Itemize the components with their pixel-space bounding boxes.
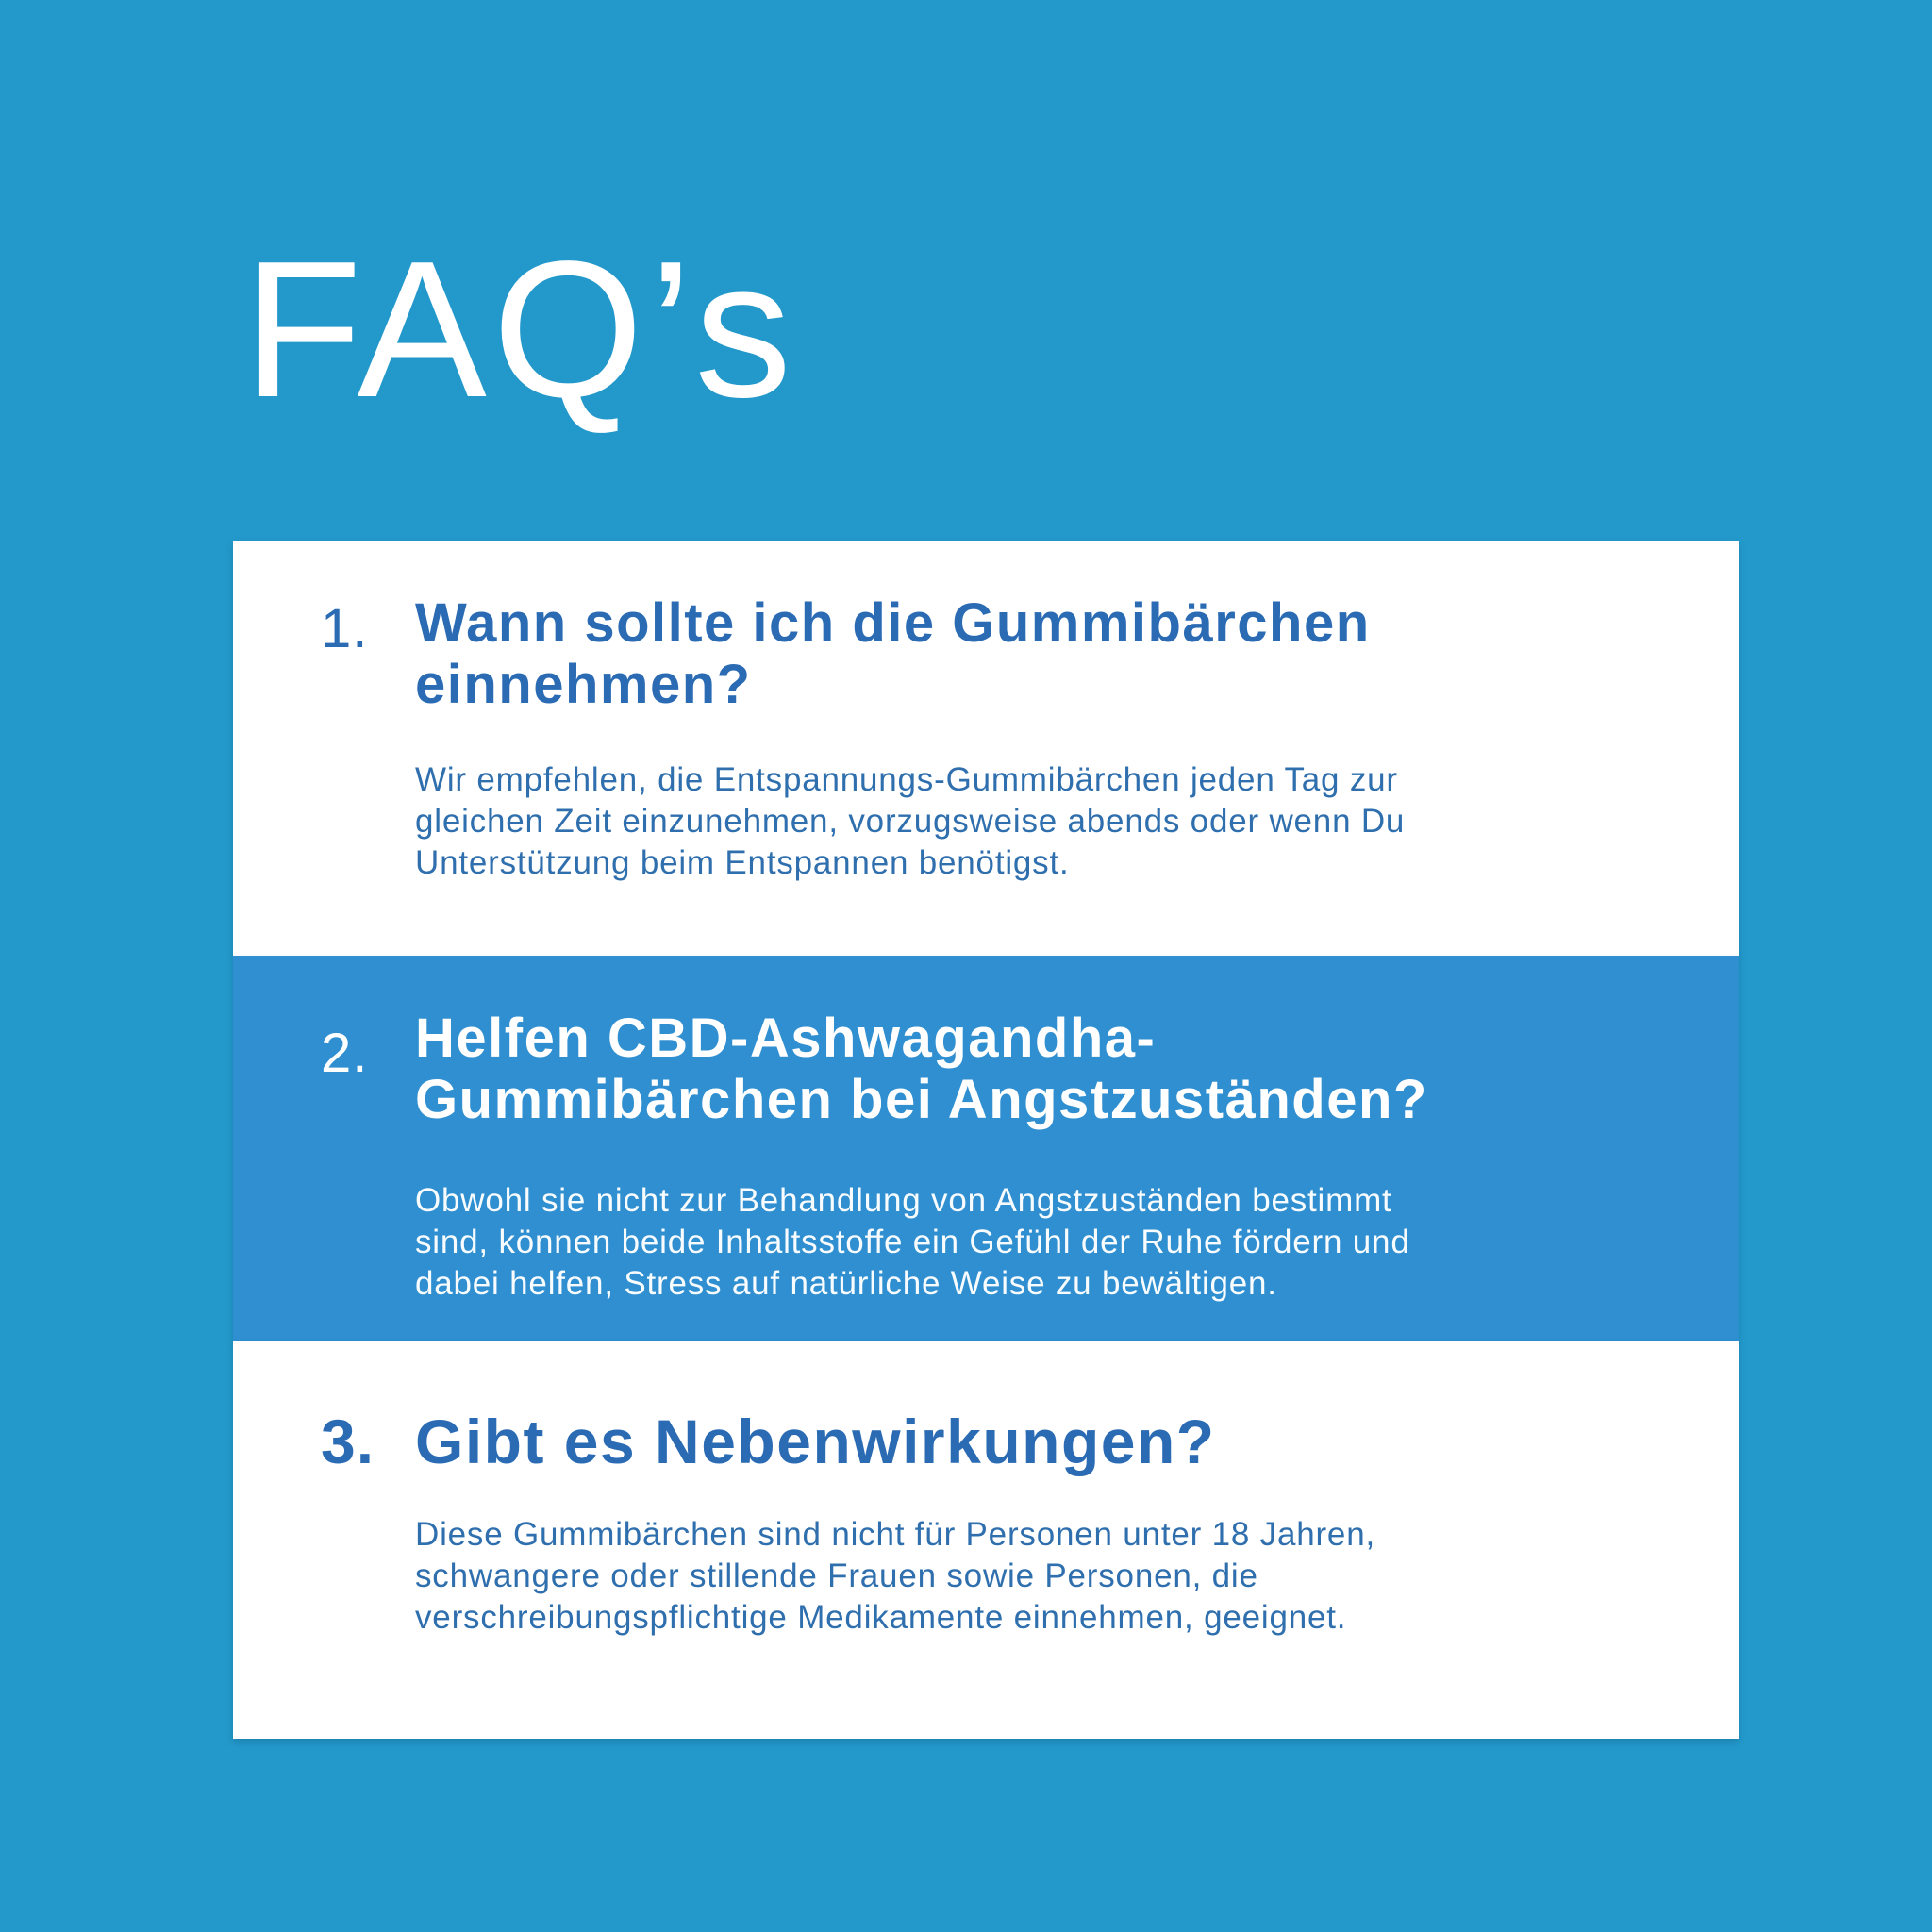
faq-card-3: 3. Gibt es Nebenwirkungen? Diese Gummibä… (233, 1341, 1739, 1739)
faq-card-2: 2. Helfen CBD-Ashwagandha- Gummibärchen b… (233, 956, 1739, 1341)
answer-line: Obwohl sie nicht zur Behandlung von Angs… (415, 1181, 1392, 1219)
faq-number-2: 2. (321, 1023, 369, 1084)
answer-line: Unterstützung beim Entspannen benötigst. (415, 843, 1070, 881)
answer-line: sind, können beide Inhaltsstoffe ein Gef… (415, 1223, 1410, 1260)
answer-line: Wir empfehlen, die Entspannungs-Gummibär… (415, 760, 1398, 798)
faq-answer-3: Diese Gummibärchen sind nicht für Person… (415, 1514, 1616, 1639)
faq-content-2: Helfen CBD-Ashwagandha- Gummibärchen bei … (415, 1008, 1616, 1305)
faq-answer-2: Obwohl sie nicht zur Behandlung von Angs… (415, 1180, 1616, 1305)
faq-question-2: Helfen CBD-Ashwagandha- Gummibärchen bei … (415, 1008, 1616, 1131)
question-line: Helfen CBD-Ashwagandha- (415, 1008, 1157, 1069)
question-line: einnehmen? (415, 653, 752, 715)
faq-card-1: 1. Wann sollte ich die Gummibärchen einne… (233, 541, 1739, 956)
faq-row-3: 3. Gibt es Nebenwirkungen? Diese Gummibä… (321, 1407, 1616, 1639)
answer-line: dabei helfen, Stress auf natürliche Weis… (415, 1264, 1277, 1302)
faq-row-2: 2. Helfen CBD-Ashwagandha- Gummibärchen b… (321, 1008, 1616, 1305)
faq-number-1: 1. (321, 598, 369, 659)
page-title: FAQ’s (243, 221, 798, 438)
answer-line: Diese Gummibärchen sind nicht für Person… (415, 1515, 1375, 1553)
faq-answer-1: Wir empfehlen, die Entspannungs-Gummibär… (415, 759, 1616, 884)
question-line: Gibt es Nebenwirkungen? (415, 1407, 1216, 1476)
faq-content-3: Gibt es Nebenwirkungen? Diese Gummibärch… (415, 1407, 1616, 1639)
question-line: Wann sollte ich die Gummibärchen (415, 592, 1371, 654)
faq-content-1: Wann sollte ich die Gummibärchen einnehme… (415, 592, 1616, 884)
faq-number-3: 3. (321, 1407, 375, 1476)
question-line: Gummibärchen bei Angstzuständen? (415, 1068, 1428, 1130)
faq-question-3: Gibt es Nebenwirkungen? (415, 1407, 1616, 1476)
answer-line: schwangere oder stillende Frauen sowie P… (415, 1557, 1258, 1594)
faq-question-1: Wann sollte ich die Gummibärchen einnehme… (415, 592, 1616, 716)
answer-line: gleichen Zeit einzunehmen, vorzugsweise … (415, 802, 1406, 840)
answer-line: verschreibungspflichtige Medikamente ein… (415, 1598, 1347, 1636)
faq-row-1: 1. Wann sollte ich die Gummibärchen einne… (321, 592, 1616, 884)
